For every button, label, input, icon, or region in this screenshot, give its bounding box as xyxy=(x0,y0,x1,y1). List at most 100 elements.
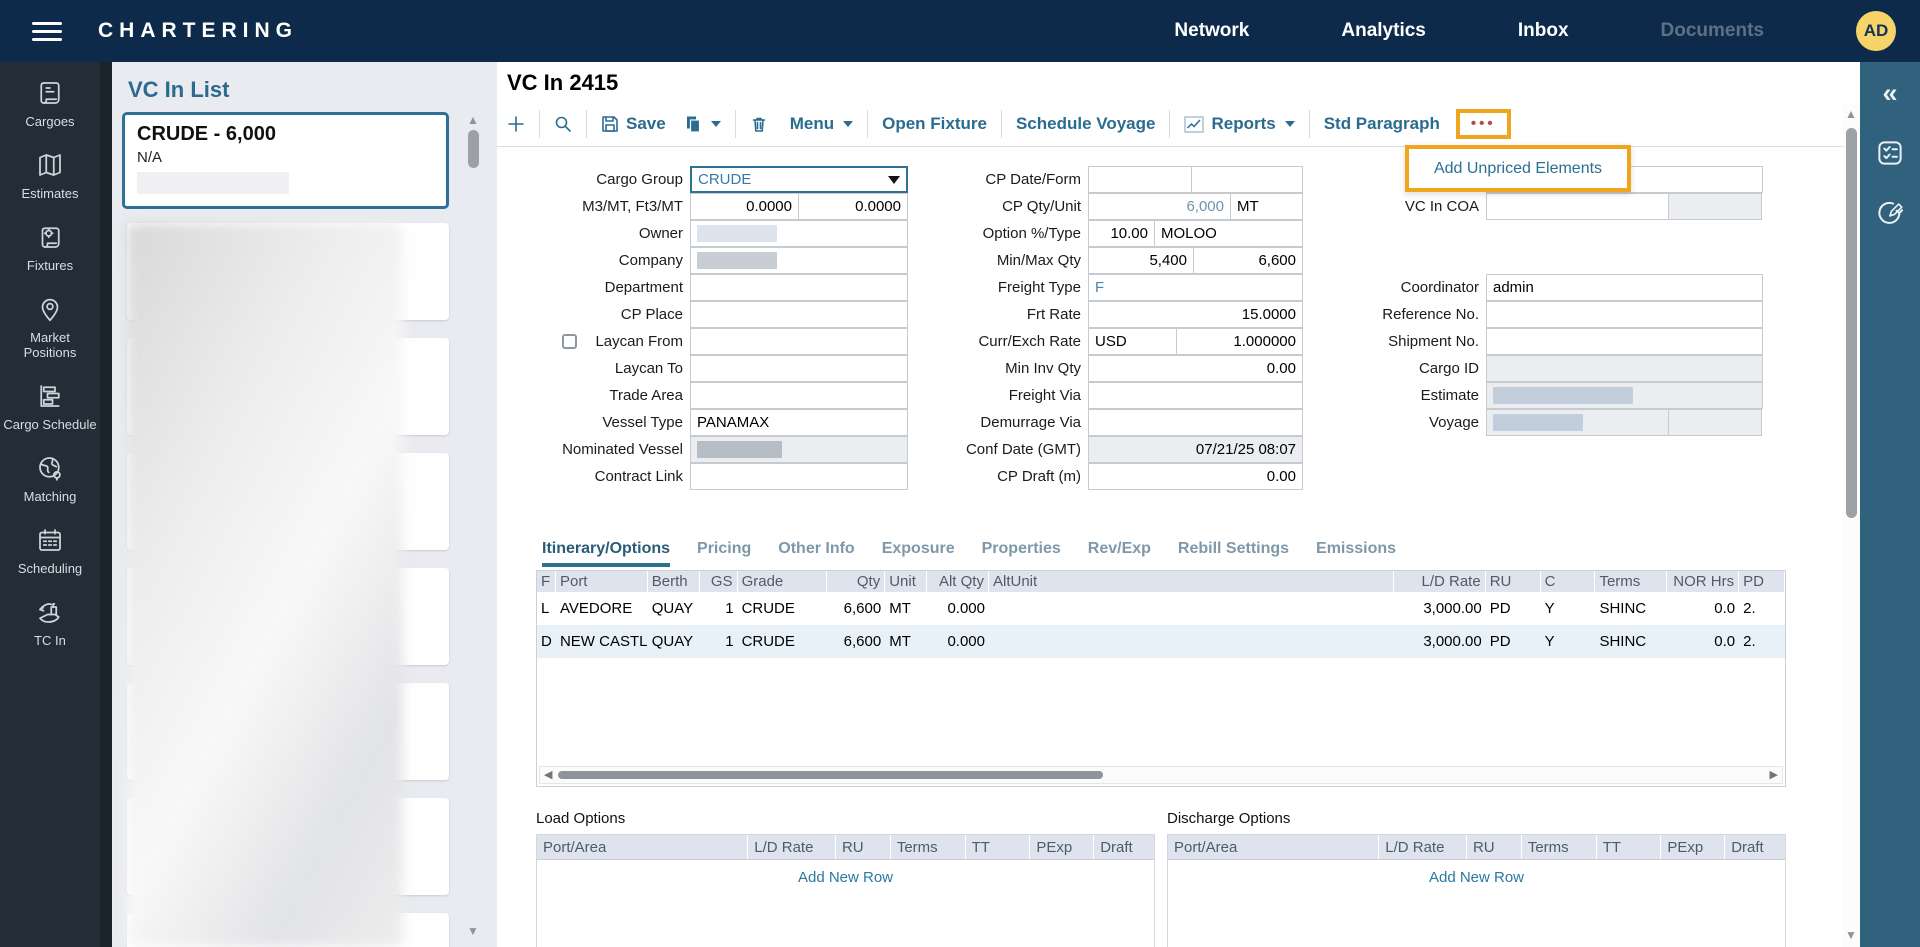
option-pct-input[interactable]: 10.00 xyxy=(1088,220,1155,247)
column-header[interactable]: Qty xyxy=(827,571,886,592)
table-cell[interactable]: 0.000 xyxy=(947,633,985,650)
checklist-icon[interactable] xyxy=(1873,136,1907,170)
column-header[interactable]: PExp xyxy=(1661,835,1726,859)
schedule-voyage-button[interactable]: Schedule Voyage xyxy=(1016,114,1156,134)
scroll-left-icon[interactable]: ◀ xyxy=(544,769,553,781)
collapse-panel-icon[interactable]: « xyxy=(1882,77,1898,108)
add-unpriced-elements-menu-item[interactable]: Add Unpriced Elements xyxy=(1405,145,1631,192)
list-scrollbar[interactable]: ▲ ▼ xyxy=(464,112,484,939)
table-cell[interactable]: 1 xyxy=(725,633,734,650)
list-item-selected[interactable]: CRUDE - 6,000 N/A xyxy=(122,112,449,209)
table-cell[interactable]: 1 xyxy=(725,600,734,617)
column-header[interactable]: F xyxy=(537,571,556,592)
column-header[interactable]: Terms xyxy=(1522,835,1597,859)
column-header[interactable]: RU xyxy=(1486,571,1541,592)
table-cell[interactable]: D xyxy=(541,633,552,650)
sidebar-item-fixtures[interactable]: Fixtures xyxy=(2,222,98,273)
scroll-up-icon[interactable]: ▲ xyxy=(1845,107,1857,121)
ft3mt-input[interactable]: 0.0000 xyxy=(798,193,908,220)
user-avatar[interactable]: AD xyxy=(1856,11,1896,51)
add-new-row-link[interactable]: Add New Row xyxy=(1428,869,1525,886)
sidebar-item-scheduling[interactable]: Scheduling xyxy=(2,525,98,576)
coordinator-input[interactable]: admin xyxy=(1486,274,1763,301)
scroll-right-icon[interactable]: ▶ xyxy=(1769,769,1778,781)
cp-unit-input[interactable]: MT xyxy=(1230,193,1303,220)
table-cell[interactable]: 0.000 xyxy=(947,600,985,617)
nav-network[interactable]: Network xyxy=(1174,20,1250,41)
currency-input[interactable]: USD xyxy=(1088,328,1177,355)
reports-button[interactable]: Reports xyxy=(1184,114,1295,134)
tab-itinerary-options[interactable]: Itinerary/Options xyxy=(542,540,671,567)
exch-rate-input[interactable]: 1.000000 xyxy=(1176,328,1303,355)
tab-emissions[interactable]: Emissions xyxy=(1316,540,1397,557)
sidebar-item-estimates[interactable]: Estimates xyxy=(2,150,98,201)
delete-button[interactable] xyxy=(750,115,768,133)
more-actions-button[interactable]: ••• xyxy=(1455,109,1511,139)
table-cell[interactable]: 0.0 xyxy=(1714,633,1736,650)
tab-properties[interactable]: Properties xyxy=(981,540,1061,557)
nav-inbox[interactable]: Inbox xyxy=(1517,20,1569,41)
table-cell[interactable]: AVEDORE xyxy=(559,600,633,617)
owner-input[interactable] xyxy=(690,220,908,247)
table-row[interactable]: L AVEDORE QUAY 1 CRUDE 6,600 MT 0.000 3,… xyxy=(537,592,1785,625)
column-header[interactable]: AltUnit xyxy=(989,571,1394,592)
cp-draft-input[interactable]: 0.00 xyxy=(1088,463,1303,490)
column-header[interactable]: Port xyxy=(556,571,648,592)
contract-link-input[interactable] xyxy=(690,463,908,490)
table-cell[interactable]: Y xyxy=(1544,600,1555,617)
demurrage-via-input[interactable] xyxy=(1088,409,1303,436)
table-cell[interactable]: Y xyxy=(1544,633,1555,650)
table-row[interactable]: D NEW CASTLE QUAY 1 CRUDE 6,600 MT 0.000… xyxy=(537,625,1785,658)
table-cell[interactable]: SHINC xyxy=(1599,600,1647,617)
freight-type-input[interactable]: F xyxy=(1088,274,1303,301)
edit-redo-icon[interactable] xyxy=(1873,196,1907,230)
save-button[interactable]: Save xyxy=(601,114,666,134)
shipment-no-input[interactable] xyxy=(1486,328,1763,355)
option-type-input[interactable]: MOLOO xyxy=(1154,220,1303,247)
column-header[interactable]: Terms xyxy=(891,835,966,859)
table-cell[interactable]: QUAY xyxy=(651,633,694,650)
laycan-from-input[interactable] xyxy=(690,328,908,355)
scrollbar-thumb[interactable] xyxy=(468,130,479,168)
table-cell[interactable]: 0.0 xyxy=(1714,600,1736,617)
table-cell[interactable]: CRUDE xyxy=(741,633,795,650)
column-header[interactable]: Port/Area xyxy=(537,835,749,859)
scroll-up-icon[interactable]: ▲ xyxy=(467,113,479,127)
column-header[interactable]: PExp xyxy=(1030,835,1095,859)
cp-qty-input[interactable]: 6,000 xyxy=(1088,193,1231,220)
column-header[interactable]: Draft xyxy=(1731,839,1764,856)
laycan-to-input[interactable] xyxy=(690,355,908,382)
table-cell[interactable]: 2. xyxy=(1743,600,1756,617)
cargo-group-select[interactable]: CRUDE xyxy=(690,166,908,193)
table-cell[interactable]: QUAY xyxy=(651,600,694,617)
tab-other-info[interactable]: Other Info xyxy=(778,540,855,557)
sidebar-item-market-positions[interactable]: Market Positions xyxy=(2,294,98,360)
table-cell[interactable]: MT xyxy=(889,600,911,617)
min-qty-input[interactable]: 5,400 xyxy=(1088,247,1194,274)
column-header[interactable]: TT xyxy=(966,835,1031,859)
search-button[interactable] xyxy=(554,115,572,133)
table-cell[interactable] xyxy=(989,625,1394,658)
column-header[interactable]: Alt Qty xyxy=(927,571,989,592)
column-header[interactable]: L/D Rate xyxy=(1394,571,1486,592)
table-cell[interactable]: PD xyxy=(1489,600,1511,617)
reference-no-input[interactable] xyxy=(1486,301,1763,328)
scrollbar-thumb[interactable] xyxy=(1846,128,1857,518)
column-header[interactable]: Port/Area xyxy=(1168,835,1380,859)
column-header[interactable]: Terms xyxy=(1595,571,1668,592)
nav-documents[interactable]: Documents xyxy=(1660,20,1764,41)
column-header[interactable]: NOR Hrs xyxy=(1667,571,1740,592)
cp-date-input[interactable] xyxy=(1088,166,1192,193)
sidebar-item-matching[interactable]: Matching xyxy=(2,453,98,504)
std-paragraph-button[interactable]: Std Paragraph xyxy=(1324,114,1440,134)
scroll-down-icon[interactable]: ▼ xyxy=(467,924,479,938)
column-header[interactable]: TT xyxy=(1597,835,1662,859)
table-cell[interactable]: PD xyxy=(1489,633,1511,650)
tab-rebill-settings[interactable]: Rebill Settings xyxy=(1177,540,1290,557)
column-header[interactable]: GS xyxy=(700,571,738,592)
table-cell[interactable]: CRUDE xyxy=(741,600,795,617)
trade-area-input[interactable] xyxy=(690,382,908,409)
copy-button[interactable] xyxy=(684,115,721,133)
freight-via-input[interactable] xyxy=(1088,382,1303,409)
cp-form-input[interactable] xyxy=(1191,166,1303,193)
